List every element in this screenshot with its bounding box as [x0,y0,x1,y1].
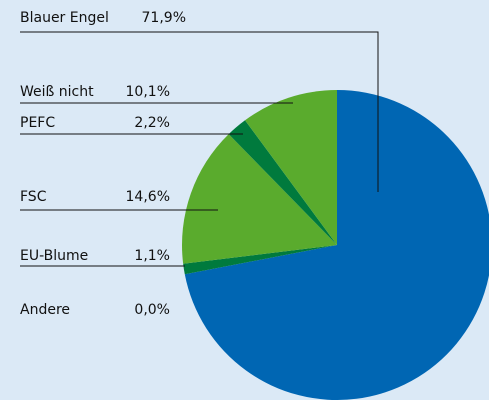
pie-slice [183,245,337,275]
slice-value: 14,6% [126,189,170,205]
slice-label: FSC [20,189,47,205]
slice-value: 0,0% [134,302,170,318]
leader-line [20,31,379,192]
slice-label: Andere [20,302,70,318]
slice-label: PEFC [20,115,55,131]
slice-value: 2,2% [134,115,170,131]
slice-value: 1,1% [134,248,170,264]
slice-value: 71,9% [142,10,186,26]
slice-label: Weiß nicht [20,84,94,100]
pie-slice [181,134,337,264]
slice-label: Blauer Engel [20,10,109,26]
slice-value: 10,1% [126,84,170,100]
slice-label: EU-Blume [20,248,88,264]
pie-slice [184,90,489,400]
pie-slice [245,90,337,245]
pie-slice [184,245,337,275]
pie-slice [228,120,337,245]
